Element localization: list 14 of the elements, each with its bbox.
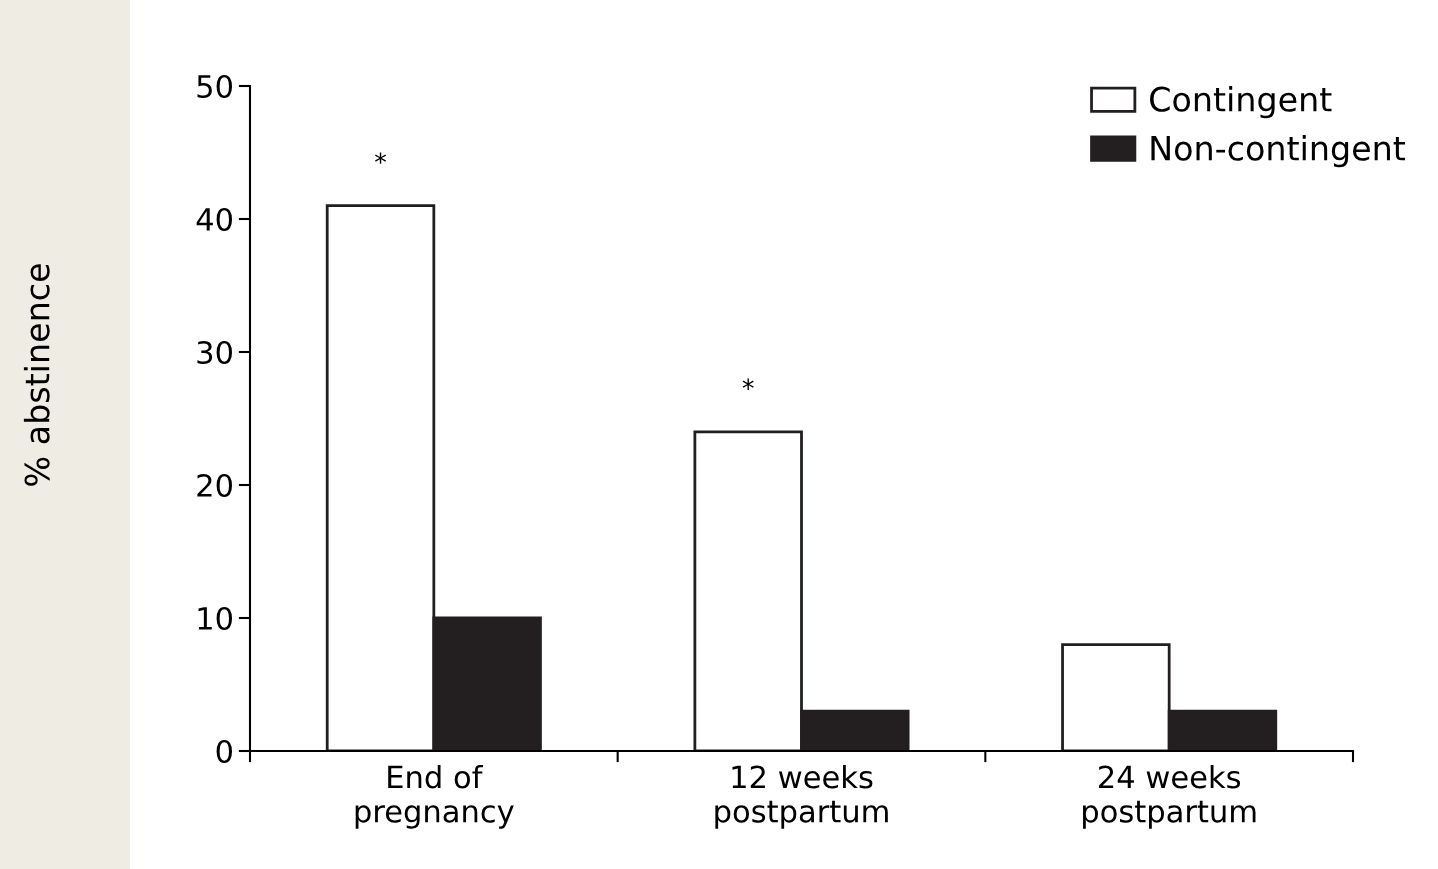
y-tick-label: 50 — [197, 74, 232, 99]
y-tick-label: 20 — [197, 473, 232, 498]
annotation: * — [742, 378, 754, 390]
y-tick-label: 10 — [198, 606, 232, 631]
legend-label: Non-contingent — [1151, 134, 1406, 168]
x-tick-label: End of pregnancy — [355, 764, 514, 829]
y-tick-label: 30 — [197, 340, 232, 365]
y-tick-label: 40 — [196, 207, 232, 232]
y-axis-title: % abstinence — [23, 264, 50, 486]
annotation: * — [375, 152, 387, 164]
x-tick-label: 12 weeks postpartum — [715, 764, 888, 829]
x-tick-label: 24 weeks postpartum — [1083, 764, 1256, 829]
y-tick-label: 0 — [216, 739, 232, 764]
legend-label: Contingent — [1150, 86, 1332, 119]
